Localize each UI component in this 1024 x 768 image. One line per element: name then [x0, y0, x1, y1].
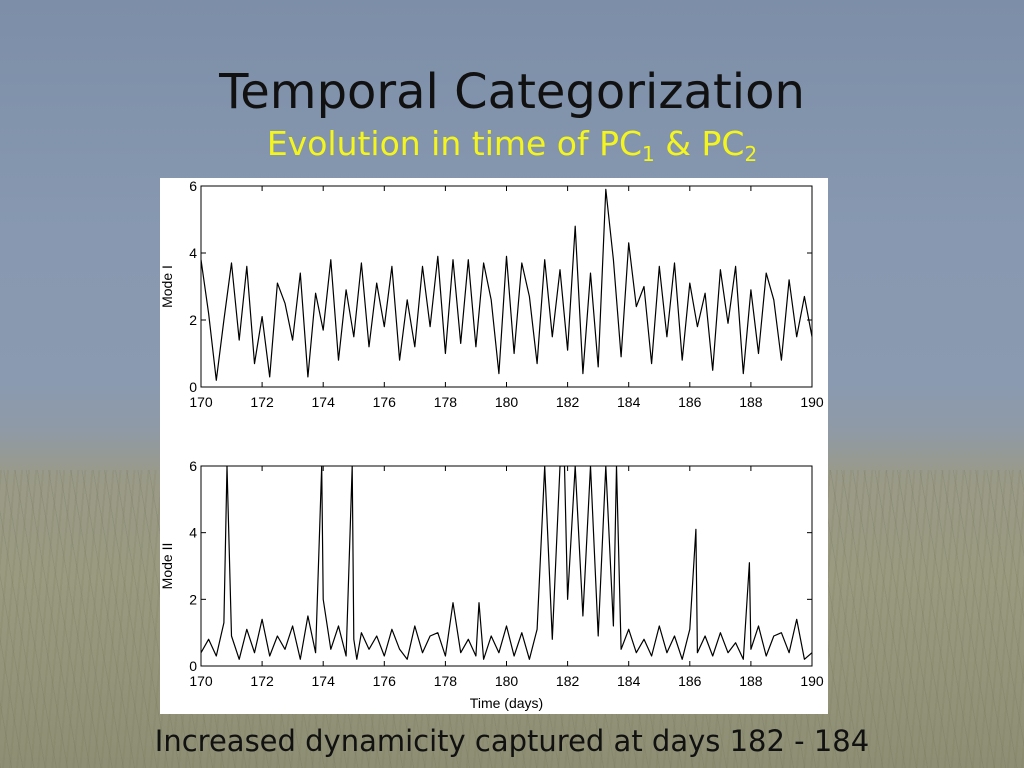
panel-2-y-axis-label: Mode II — [160, 543, 175, 590]
panel-2-y-tick-label: 4 — [189, 525, 197, 541]
panel-2-x-tick-label: 176 — [373, 673, 397, 689]
panel-2-x-tick-label: 188 — [739, 673, 763, 689]
slide-subtitle: Evolution in time of PC1 & PC2 — [0, 124, 1024, 166]
panel-2-x-tick-label: 190 — [800, 673, 824, 689]
panel-1-x-tick-label: 174 — [312, 394, 336, 410]
panel-1-x-tick-label: 176 — [373, 394, 397, 410]
panel-1-x-tick-label: 172 — [250, 394, 274, 410]
slide-caption: Increased dynamicity captured at days 18… — [154, 724, 870, 758]
panel-2-x-tick-label: 170 — [189, 673, 213, 689]
panel-1-x-tick-label: 178 — [434, 394, 458, 410]
panel-1-y-tick-label: 2 — [189, 312, 197, 328]
subtitle-subscript-2: 2 — [744, 142, 758, 166]
panel-2-x-tick-label: 174 — [312, 673, 336, 689]
panel-2-series-line-1 — [201, 466, 812, 660]
panel-2-y-tick-label: 6 — [189, 458, 197, 474]
chart-figure: 170 172 174 176 178 180 182 184 186 188 190 0 2 4 6 Mod… — [160, 178, 828, 714]
panel-2-x-tick-label: 172 — [250, 673, 274, 689]
panel-1-y-tick-label: 0 — [189, 379, 197, 395]
panel-2-x-axis-label: Time (days) — [470, 695, 543, 711]
subtitle-middle: & PC — [654, 124, 745, 163]
panel-2-x-tick-label: 184 — [617, 673, 641, 689]
panel-1-x-tick-label: 188 — [739, 394, 763, 410]
panel-1-x-tick-label: 184 — [617, 394, 641, 410]
panel-2-y-tick-label: 2 — [189, 591, 197, 607]
panel-2-x-tick-label: 186 — [678, 673, 702, 689]
panel-1-x-tick-label: 186 — [678, 394, 702, 410]
panel-1-x-tick-label: 182 — [556, 394, 580, 410]
subtitle-prefix: Evolution in time of PC — [266, 124, 643, 163]
panel-1-axes-box — [200, 185, 813, 388]
panel-1-y-axis-label: Mode I — [160, 265, 175, 308]
panel-2-y-tick-label: 0 — [189, 658, 197, 674]
panel-1-x-tick-label: 180 — [495, 394, 519, 410]
panel-2-x-tick-label: 178 — [434, 673, 458, 689]
panel-1-y-tick-label: 6 — [189, 178, 197, 194]
panel-2-x-tick-label: 180 — [495, 673, 519, 689]
panel-2-x-tick-label: 182 — [556, 673, 580, 689]
panel-1-x-tick-label: 190 — [800, 394, 824, 410]
slide-title: Temporal Categorization — [219, 64, 805, 120]
chart-svg: 170 172 174 176 178 180 182 184 186 188 190 0 2 4 6 Mod… — [160, 178, 824, 711]
panel-1-series-line-1 — [201, 188, 812, 381]
panel-1-x-tick-label: 170 — [189, 394, 213, 410]
panel-2-axes-box — [200, 465, 813, 667]
panel-1-y-tick-label: 4 — [189, 245, 197, 261]
subtitle-subscript-1: 1 — [642, 142, 655, 166]
